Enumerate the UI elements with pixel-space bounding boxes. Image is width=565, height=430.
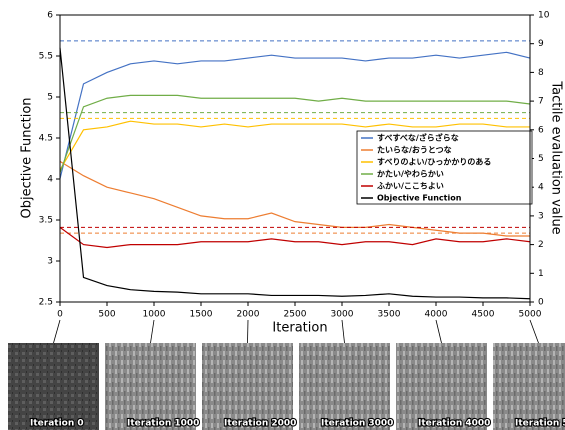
y2-axis-label: Tactile evaluation value — [549, 80, 564, 234]
x-tick-label: 3000 — [331, 310, 354, 320]
connector — [53, 319, 61, 344]
y-tick-label: 4.5 — [39, 134, 53, 144]
x-axis-label: Iteration — [272, 321, 327, 336]
series-line — [59, 160, 530, 237]
connector — [529, 319, 539, 344]
y2-tick-label: 3 — [538, 211, 544, 221]
y-tick-label: 3 — [47, 257, 53, 267]
x-tick-label: 1000 — [143, 310, 166, 320]
y2-tick-label: 7 — [538, 97, 544, 107]
x-tick-label: 3500 — [378, 310, 401, 320]
legend: すべすべな/ざらざらなたいらな/おうとつなすべりのよい/ひっかかりのあるかたい/… — [356, 130, 533, 205]
y-tick-label: 3.5 — [39, 216, 53, 226]
y-tick-label: 5 — [47, 93, 53, 103]
thumbnail — [202, 343, 293, 430]
y2-tick-label: 4 — [538, 183, 544, 193]
thumbnail — [299, 343, 390, 430]
thumbnail-label: Iteration 0 — [30, 419, 84, 429]
x-tick-label: 4500 — [472, 310, 495, 320]
thumbnail-label: Iteration 2000 — [224, 419, 296, 429]
legend-box — [356, 130, 533, 205]
connector — [247, 319, 249, 344]
x-tick-label: 2000 — [237, 310, 260, 320]
y2-tick-label: 2 — [538, 240, 544, 250]
connector — [150, 319, 155, 344]
y2-tick-label: 9 — [538, 39, 544, 49]
series-line — [59, 120, 530, 171]
x-tick-label: 0 — [57, 310, 63, 320]
x-tick-label: 2500 — [284, 310, 307, 320]
thumbnail — [8, 343, 99, 430]
legend-label: Objective Function — [377, 194, 462, 203]
legend-label: すべすべな/ざらざらな — [377, 133, 459, 143]
series-line — [59, 94, 531, 174]
x-tick-label: 1500 — [190, 310, 213, 320]
y2-tick-label: 10 — [538, 11, 550, 21]
y-tick-label: 2.5 — [39, 298, 53, 308]
y-axis-label: Objective Function — [20, 97, 35, 218]
legend-label: ふかい/ここちよい — [377, 182, 444, 191]
y-tick-label: 4 — [47, 175, 53, 185]
y-tick-label: 5.5 — [39, 52, 53, 62]
thumbnail — [493, 343, 565, 430]
thumbnail-label: Iteration 3000 — [321, 419, 393, 429]
legend-label: かたい/やわらかい — [377, 169, 444, 179]
y2-tick-label: 6 — [538, 125, 544, 135]
x-tick-label: 4000 — [425, 310, 448, 320]
series-line — [59, 51, 531, 179]
thumbnail-label: Iteration 4000 — [418, 419, 490, 429]
y2-tick-label: 5 — [538, 154, 544, 164]
y2-tick-label: 1 — [538, 269, 544, 279]
plot-frame — [59, 14, 531, 303]
thumbnail — [105, 343, 196, 430]
connector — [341, 319, 345, 344]
thumbnail — [396, 343, 487, 430]
y2-tick-label: 0 — [538, 298, 544, 308]
series-line — [59, 47, 531, 300]
y2-tick-label: 8 — [538, 68, 544, 78]
thumbnail-label: Iteration 5000 — [515, 419, 565, 429]
legend-label: すべりのよい/ひっかかりのある — [377, 158, 491, 167]
x-tick-label: 5000 — [519, 310, 542, 320]
series-line — [59, 226, 531, 249]
connector — [435, 319, 442, 344]
thumbnail-label: Iteration 1000 — [127, 419, 199, 429]
legend-label: たいらな/おうとつな — [377, 145, 452, 155]
x-tick-label: 500 — [98, 310, 115, 320]
y-tick-label: 6 — [47, 11, 53, 21]
